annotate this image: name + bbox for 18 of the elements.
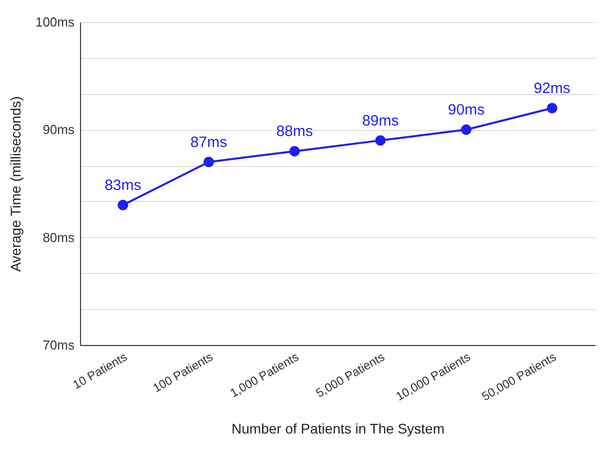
x-axis-title: Number of Patients in The System	[232, 420, 444, 437]
data-label: 88ms	[276, 123, 313, 140]
data-label: 83ms	[104, 177, 142, 194]
y-tick-label: 70ms	[42, 338, 75, 352]
point	[289, 146, 300, 156]
point	[375, 135, 386, 146]
data-label: 90ms	[448, 102, 485, 119]
point	[461, 124, 472, 135]
y-tick-label: 100ms	[35, 14, 75, 30]
y-tick-label: 80ms	[42, 230, 75, 245]
data-label: 89ms	[362, 112, 399, 130]
data-label: 87ms	[190, 134, 228, 151]
point	[546, 102, 558, 114]
point	[118, 200, 128, 210]
data-label: 92ms	[534, 80, 570, 98]
point	[204, 156, 214, 168]
y-axis-title: Average Time (milliseconds)	[7, 96, 24, 272]
y-tick-label: 90ms	[42, 122, 75, 138]
